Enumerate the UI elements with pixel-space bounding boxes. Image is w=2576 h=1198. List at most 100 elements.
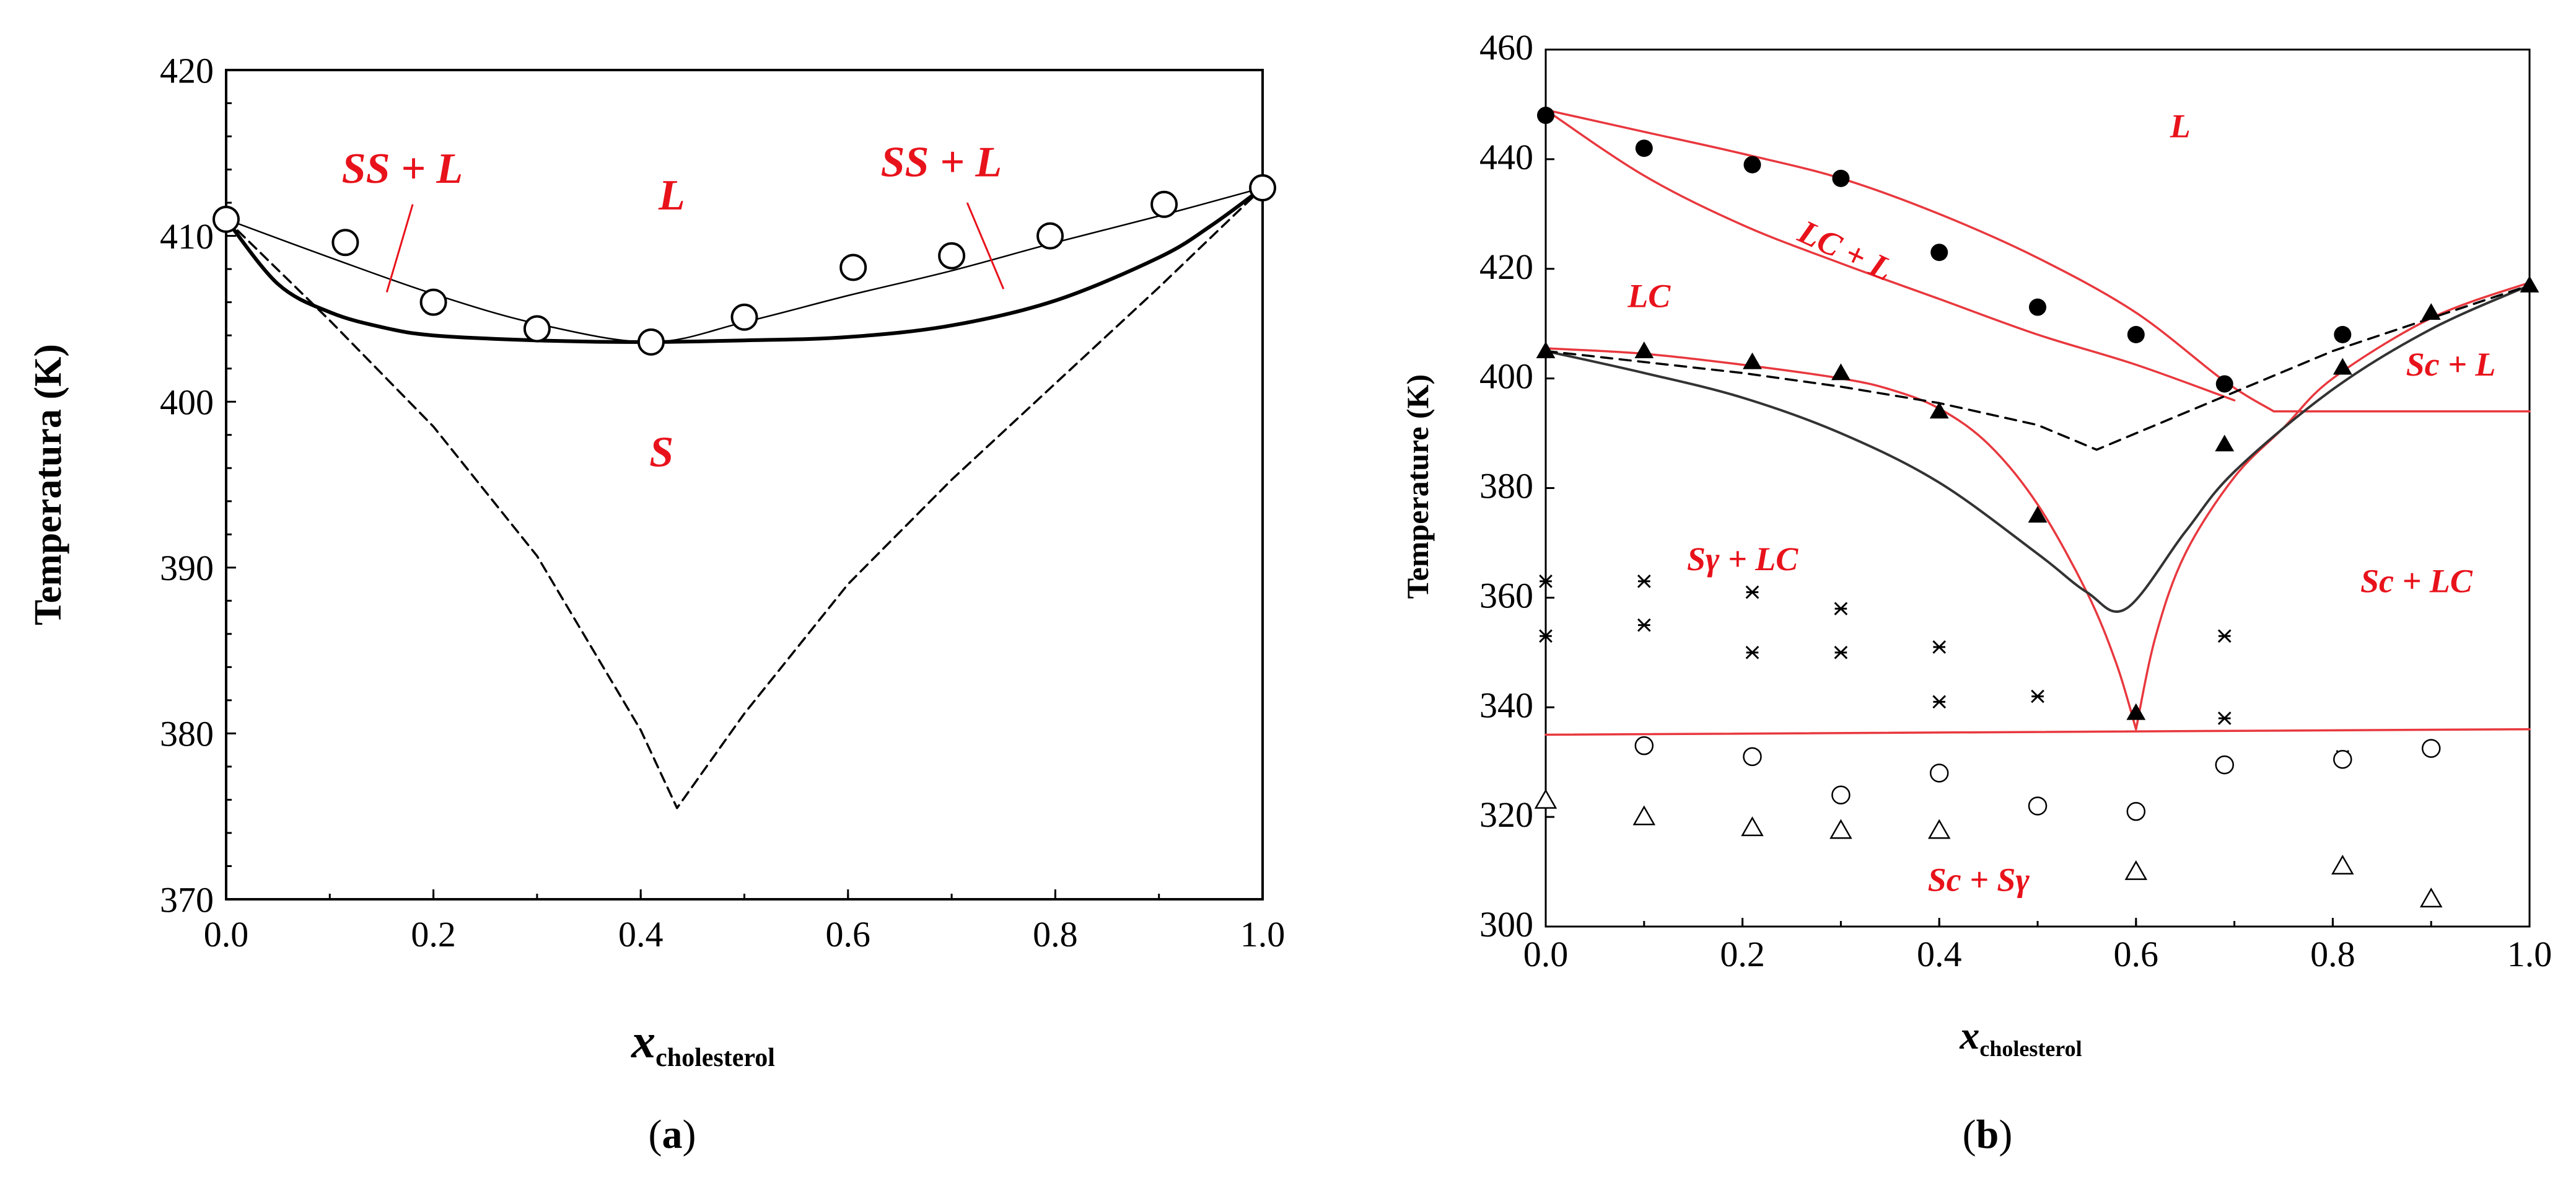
marker-filled-triangle: [2520, 275, 2539, 293]
marker-filled-circle: [1743, 156, 1761, 174]
x-label-main-b: x: [1959, 1013, 1979, 1057]
marker-open-circle: [2215, 755, 2234, 775]
regions-b: L LC + L LC Sc + L Sγ + LC Sc + LC Sc + Sγ: [1627, 108, 2495, 899]
series-line-b-10: [1544, 728, 2531, 736]
y-tick-label-b: 460: [1479, 27, 1533, 68]
leader-line-a-right: [966, 202, 1005, 289]
marker-filled-circle: [2215, 375, 2233, 393]
marker-cross: [1834, 645, 1848, 659]
marker-cross: [1932, 695, 1947, 709]
series-line-b-11: [1544, 284, 2531, 613]
x-tick-label-a: 0.8: [1033, 914, 1078, 954]
marker-open-circle: [2421, 739, 2441, 758]
marker-open-triangle: [1927, 819, 1951, 839]
marker-filled-circle: [1832, 169, 1850, 187]
region-label-b: LC: [1627, 278, 1671, 315]
x-tick-label-b: 0.8: [2310, 934, 2355, 974]
x-tick-label-b: 0.6: [2114, 934, 2159, 974]
x-tick-label-a: 0.0: [204, 914, 249, 954]
y-tick-label-a: 420: [160, 50, 214, 90]
marker-open-circle: [2333, 750, 2352, 769]
series-line-b-7: [1544, 347, 2137, 731]
regions-a: SS + L L SS + L S: [342, 138, 1005, 477]
panel-letter-a: a: [662, 1112, 683, 1157]
y-tick-label-b: 380: [1479, 466, 1533, 506]
region-label-b: Sγ + LC: [1687, 540, 1798, 578]
marker-open-triangle: [1632, 805, 1656, 826]
y-axis-label-b: Temperature (K): [1400, 374, 1435, 599]
y-tick-label-a: 380: [160, 714, 214, 754]
y-tick-label-b: 440: [1479, 137, 1533, 177]
marker-filled-triangle: [2028, 506, 2048, 523]
marker-cross: [2031, 689, 2044, 703]
region-label-b: Sc + Sγ: [1928, 861, 2030, 899]
marker-open-circle: [1831, 785, 1851, 804]
marker-open-triangle: [2124, 860, 2148, 880]
marker-filled-circle: [1635, 139, 1653, 157]
x-tick-label-a: 0.4: [618, 914, 664, 954]
markers-b: [1534, 107, 2539, 908]
marker-filled-triangle: [1831, 363, 1851, 381]
region-label-b: L: [2170, 108, 2191, 145]
x-label-sub-a: cholesterol: [655, 1044, 775, 1072]
region-label-b: Sc + L: [2406, 346, 2496, 383]
leader-line-a-left: [385, 204, 414, 293]
series-a: [224, 186, 1264, 809]
x-tick-label-b: 0.4: [1917, 934, 1962, 974]
region-label-a: SS + L: [342, 145, 463, 193]
marker-filled-circle: [2127, 325, 2145, 343]
x-label-sub-b: cholesterol: [1979, 1036, 2082, 1061]
marker-cross: [1745, 645, 1759, 659]
y-tick-label-b: 300: [1479, 904, 1533, 945]
region-label-a: SS + L: [881, 138, 1002, 186]
marker-open-circle: [2028, 796, 2048, 816]
y-tick-label-a: 410: [160, 216, 214, 257]
x-label-main-a: x: [631, 1014, 655, 1068]
marker-filled-triangle: [1634, 341, 1654, 358]
marker-open-triangle: [1534, 788, 1557, 809]
x-axis-label-b: xcholesterol: [1959, 1013, 2082, 1061]
marker-open-circle: [1634, 736, 1654, 755]
marker-filled-triangle: [2126, 703, 2146, 720]
marker-cross: [2217, 629, 2232, 643]
panel-label-b: (b): [1963, 1112, 2013, 1157]
marker-filled-circle: [1537, 107, 1554, 125]
marker-cross: [2217, 711, 2232, 725]
marker-open-triangle: [2331, 855, 2354, 875]
y-tick-label-b: 340: [1479, 685, 1533, 725]
marker-filled-triangle: [2333, 358, 2352, 375]
x-axis-label-a: xcholesterol: [631, 1014, 775, 1072]
marker-open-circle: [730, 303, 758, 331]
marker-open-circle: [1036, 222, 1064, 250]
ticks-b: 0.0 0.2 0.4 0.6 0.8 1.0 300 320 340 360 380 400 420 4…: [1479, 27, 2552, 974]
marker-cross: [1834, 602, 1848, 615]
x-tick-label-b: 1.0: [2507, 934, 2552, 974]
region-label-a: L: [658, 172, 685, 219]
marker-filled-circle: [2029, 298, 2046, 316]
x-tick-label-b: 0.0: [1523, 934, 1569, 974]
marker-filled-triangle: [2215, 434, 2235, 452]
marker-cross: [1539, 574, 1553, 588]
y-tick-label-a: 390: [160, 548, 214, 588]
marker-cross: [1932, 640, 1947, 654]
y-tick-label-b: 400: [1479, 356, 1533, 397]
marker-open-triangle: [1741, 816, 1764, 837]
marker-open-triangle: [1829, 819, 1852, 839]
panel-label-a: (a): [649, 1112, 696, 1157]
marker-open-circle: [637, 328, 665, 356]
marker-open-circle: [1929, 764, 1949, 783]
marker-open-circle: [2126, 802, 2146, 821]
marker-open-circle: [938, 242, 966, 270]
x-tick-label-a: 0.2: [411, 914, 456, 954]
series-line-b-5: [1544, 108, 2275, 413]
y-tick-label-a: 370: [160, 879, 214, 920]
marker-open-circle: [523, 315, 551, 343]
region-label-b: LC + L: [1792, 213, 1898, 288]
x-tick-label-b: 0.2: [1720, 934, 1765, 974]
x-tick-label-a: 0.6: [826, 914, 871, 954]
plot-frame-b: [1544, 48, 2531, 928]
series-b: [1544, 108, 2531, 736]
marker-open-circle: [212, 205, 240, 233]
marker-filled-triangle: [1743, 352, 1762, 369]
panel-letter-b: b: [1976, 1112, 1999, 1157]
